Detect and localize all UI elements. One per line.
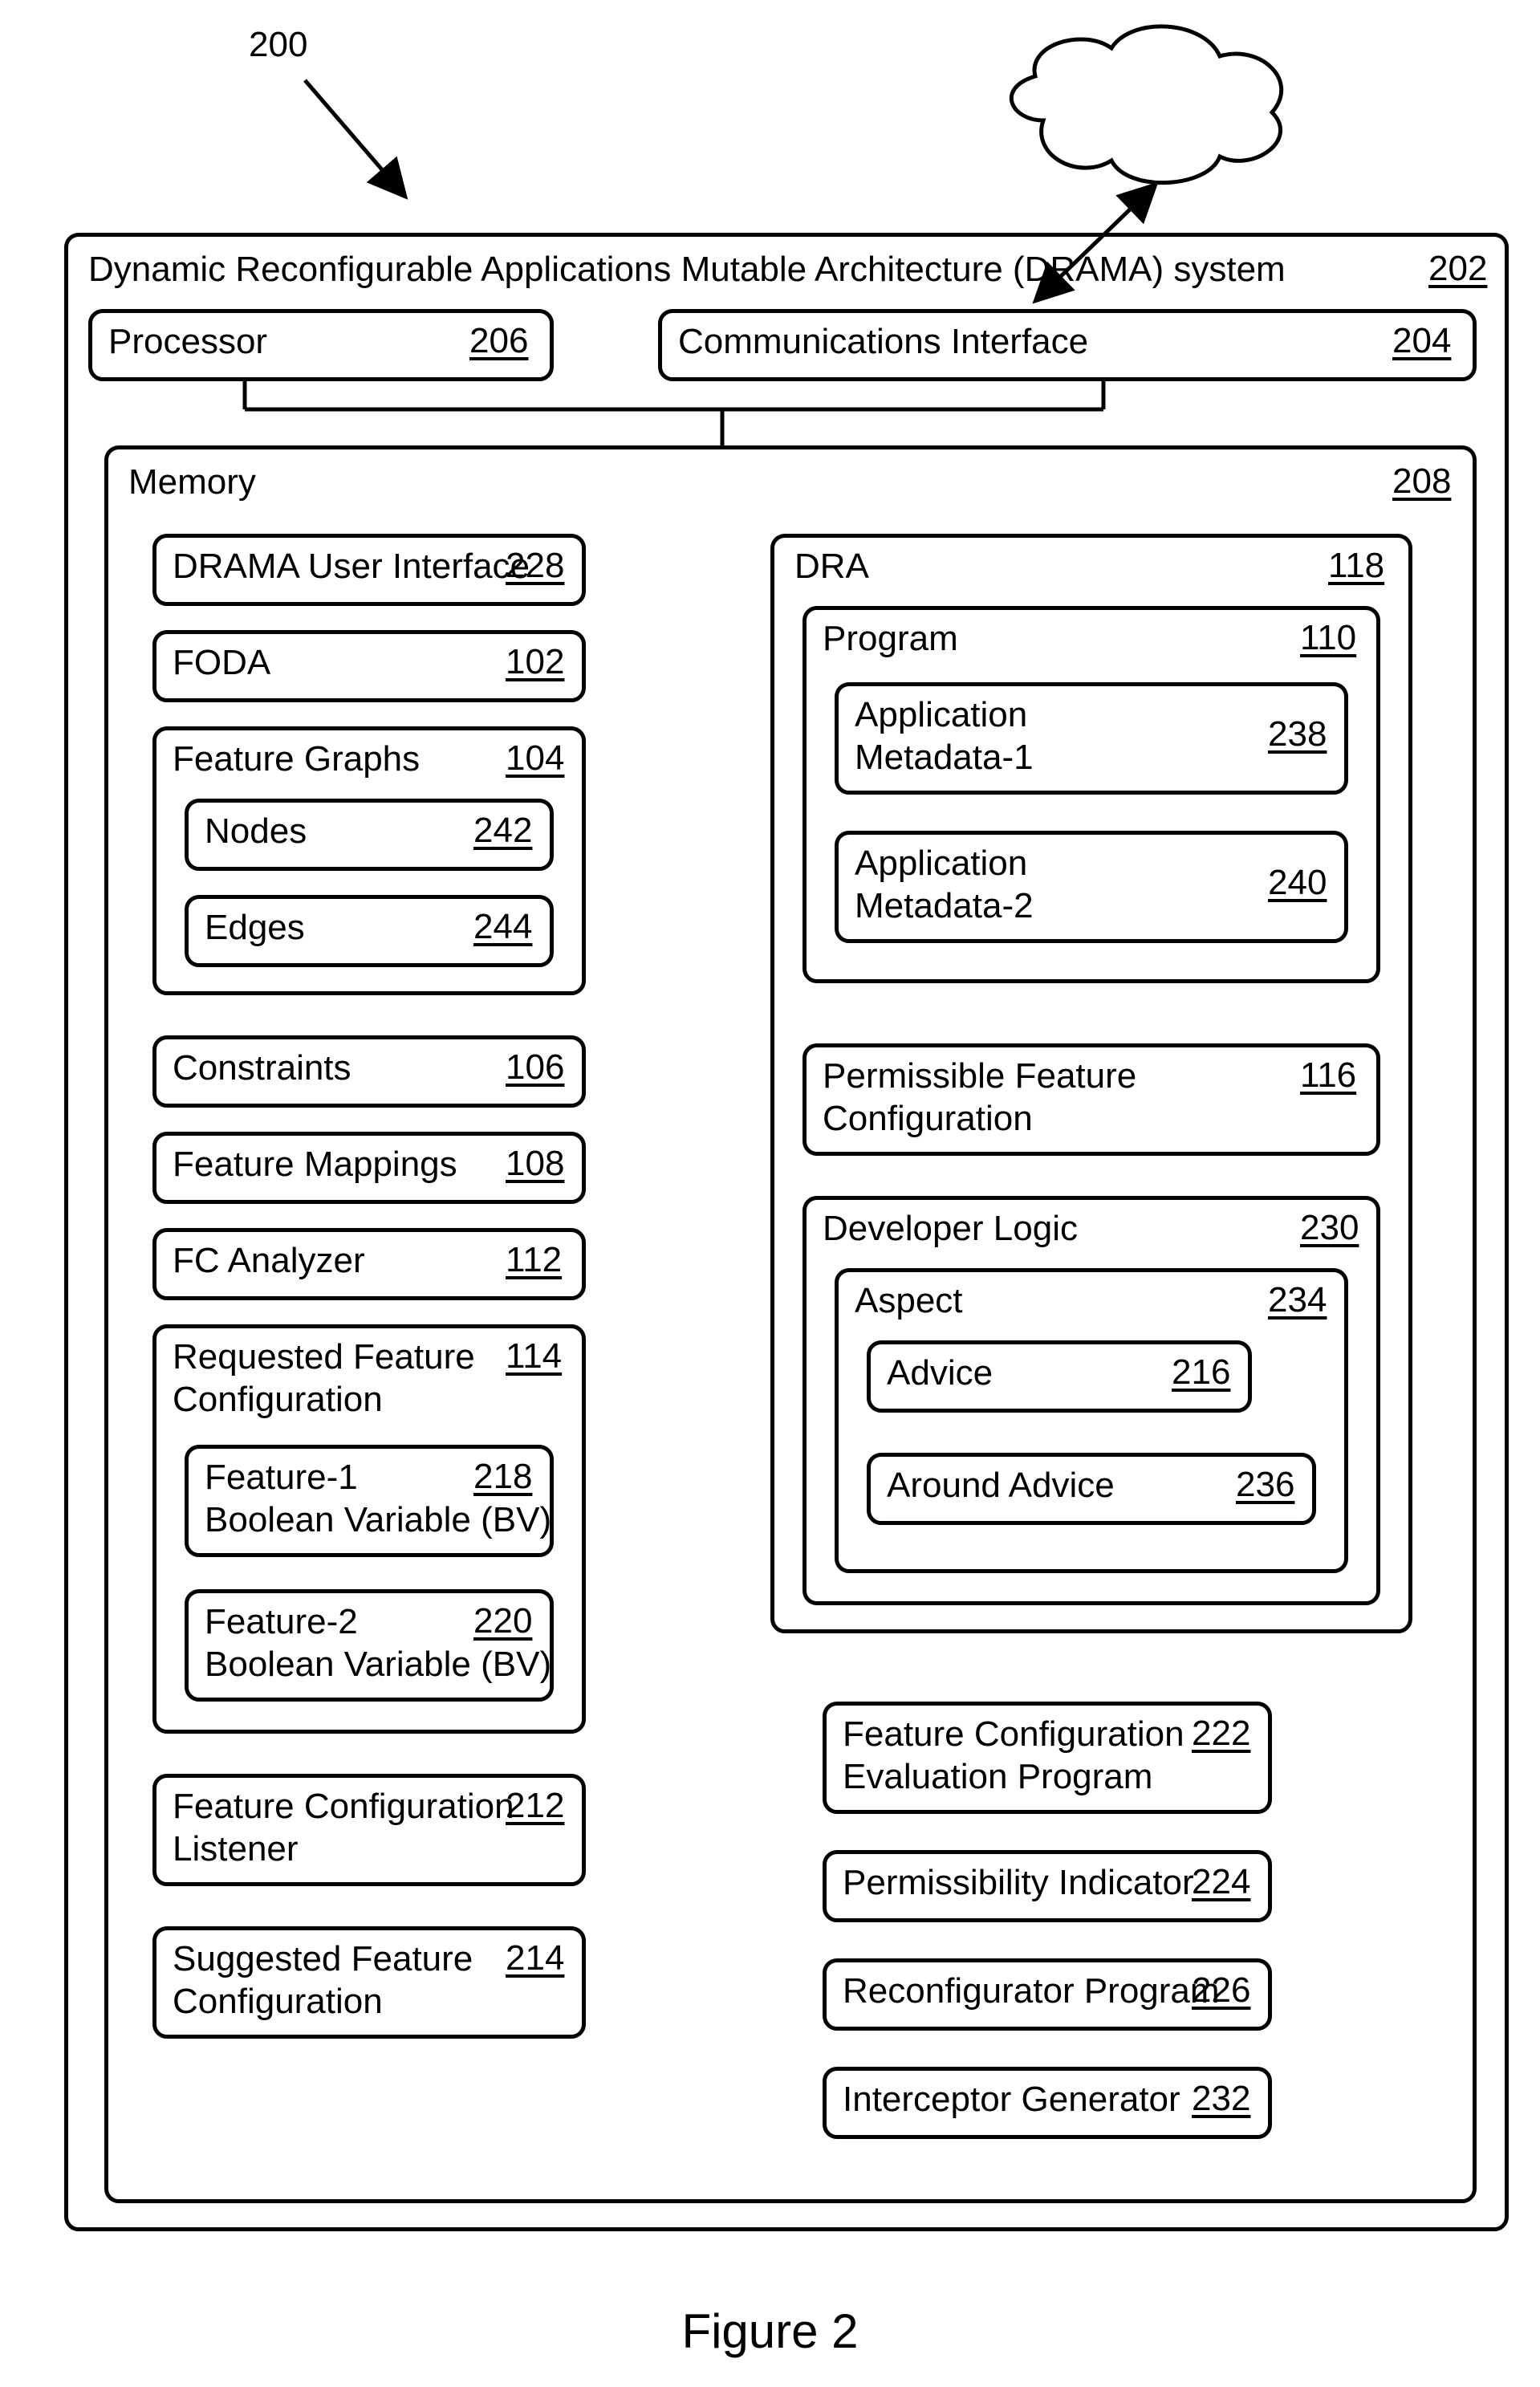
fcanalyzer-label: FC Analyzer [173, 1240, 365, 1283]
permfc-ref: 116 [1300, 1055, 1356, 1096]
edges-ref: 244 [473, 907, 532, 947]
devlogic-ref: 230 [1300, 1208, 1359, 1248]
advice-label: Advice [887, 1352, 993, 1395]
processor-ref: 206 [469, 321, 528, 361]
reqfc-label: Requested Feature Configuration [173, 1336, 475, 1421]
nodes-label: Nodes [205, 811, 307, 853]
comm-label: Communications Interface [678, 321, 1088, 364]
permind-ref: 224 [1192, 1862, 1250, 1902]
suggested-ref: 214 [506, 1938, 564, 1978]
meta2-ref: 240 [1268, 863, 1327, 903]
program-label: Program [823, 618, 958, 661]
around-ref: 236 [1236, 1465, 1294, 1505]
ui-ref: 228 [506, 546, 564, 586]
processor-label: Processor [108, 321, 267, 364]
figure-caption: Figure 2 [681, 2304, 858, 2359]
diagram-canvas: 200 Networks 210 Dynamic Reconfigurable … [0, 0, 1540, 2387]
memory-ref: 208 [1392, 462, 1451, 502]
constraints-label: Constraints [173, 1047, 351, 1090]
foda-label: FODA [173, 642, 270, 685]
networks-label: Networks [1083, 72, 1230, 115]
fceval-label: Feature Configuration Evaluation Program [843, 1714, 1184, 1799]
edges-label: Edges [205, 907, 305, 950]
nodes-ref: 242 [473, 811, 532, 851]
foda-ref: 102 [506, 642, 564, 682]
permfc-label: Permissible Feature Configuration [823, 1055, 1136, 1141]
meta2-label: Application Metadata-2 [855, 843, 1034, 928]
mappings-label: Feature Mappings [173, 1144, 457, 1186]
intercept-label: Interceptor Generator [843, 2079, 1180, 2121]
ref-200: 200 [249, 24, 307, 67]
reqfc-ref: 114 [506, 1336, 562, 1376]
intercept-ref: 232 [1192, 2079, 1250, 2119]
listener-label: Feature Configuration Listener [173, 1786, 514, 1871]
system-ref: 202 [1428, 249, 1487, 289]
aspect-ref: 234 [1268, 1280, 1327, 1320]
devlogic-label: Developer Logic [823, 1208, 1078, 1250]
advice-ref: 216 [1172, 1352, 1230, 1393]
mappings-ref: 108 [506, 1144, 564, 1184]
networks-ref: 210 [1128, 116, 1186, 157]
suggested-label: Suggested Feature Configuration [173, 1938, 473, 2023]
program-ref: 110 [1300, 618, 1356, 658]
meta1-label: Application Metadata-1 [855, 694, 1034, 779]
system-label: Dynamic Reconfigurable Applications Muta… [88, 249, 1286, 291]
dra-label: DRA [794, 546, 869, 588]
ui-label: DRAMA User Interface [173, 546, 530, 588]
aspect-label: Aspect [855, 1280, 963, 1323]
memory-label: Memory [128, 462, 256, 504]
listener-ref: 212 [506, 1786, 564, 1826]
fgraphs-label: Feature Graphs [173, 738, 420, 781]
comm-ref: 204 [1392, 321, 1451, 361]
fgraphs-ref: 104 [506, 738, 564, 779]
around-label: Around Advice [887, 1465, 1115, 1507]
fceval-ref: 222 [1192, 1714, 1250, 1754]
feature1-ref: 218 [473, 1457, 532, 1497]
fcanalyzer-ref: 112 [506, 1240, 562, 1280]
meta1-ref: 238 [1268, 714, 1327, 754]
constraints-ref: 106 [506, 1047, 564, 1088]
permind-label: Permissibility Indicator [843, 1862, 1194, 1905]
feature2-ref: 220 [473, 1601, 532, 1641]
reconfig-label: Reconfigurator Program [843, 1970, 1220, 2013]
dra-ref: 118 [1328, 546, 1384, 586]
reconfig-ref: 226 [1192, 1970, 1250, 2011]
